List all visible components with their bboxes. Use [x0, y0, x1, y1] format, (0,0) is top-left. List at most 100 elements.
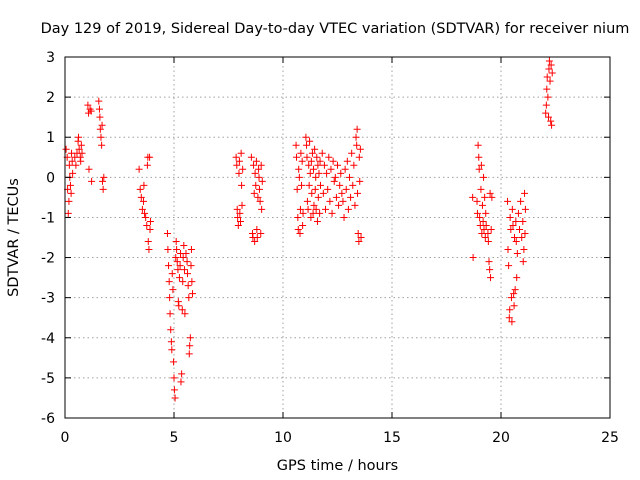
- chart-title: Day 129 of 2019, Sidereal Day-to-day VTE…: [41, 21, 630, 37]
- y-tick-label: 1: [46, 130, 55, 146]
- data-point: [469, 254, 477, 262]
- data-point: [548, 121, 556, 129]
- data-point: [146, 153, 154, 161]
- data-point: [239, 165, 247, 173]
- data-point: [304, 205, 312, 213]
- data-point: [68, 157, 76, 165]
- data-point: [322, 205, 330, 213]
- data-point: [484, 229, 492, 237]
- data-point: [252, 181, 260, 189]
- data-point: [330, 177, 338, 185]
- data-point: [348, 149, 356, 157]
- data-point: [355, 238, 363, 246]
- data-point: [546, 77, 554, 85]
- data-point: [187, 262, 195, 270]
- data-point: [316, 181, 324, 189]
- data-points: [62, 57, 556, 402]
- data-point: [233, 205, 241, 213]
- data-point: [144, 238, 152, 246]
- data-point: [257, 229, 265, 237]
- data-point: [146, 217, 154, 225]
- data-point: [95, 97, 103, 105]
- data-point: [250, 161, 258, 169]
- data-point: [473, 197, 481, 205]
- data-point: [484, 238, 492, 246]
- data-point: [516, 225, 524, 233]
- data-point: [316, 157, 324, 165]
- data-point: [186, 334, 194, 342]
- data-point: [78, 149, 86, 157]
- x-tick-labels: 0 5 10 15 20 25: [61, 430, 619, 446]
- data-point: [544, 93, 552, 101]
- data-point: [311, 185, 319, 193]
- data-point: [521, 189, 529, 197]
- data-point: [307, 213, 315, 221]
- data-point: [236, 209, 244, 217]
- data-point: [143, 161, 151, 169]
- data-point: [298, 157, 306, 165]
- data-point: [143, 221, 151, 229]
- data-point: [345, 173, 353, 181]
- data-point: [135, 165, 143, 173]
- data-point: [314, 161, 322, 169]
- data-point: [312, 205, 320, 213]
- data-point: [510, 290, 518, 298]
- data-point: [545, 65, 553, 73]
- data-point: [305, 161, 313, 169]
- y-tick-label: 3: [46, 50, 55, 66]
- data-point: [166, 294, 174, 302]
- data-point: [316, 209, 324, 217]
- data-point: [342, 185, 350, 193]
- y-tick-label: -4: [41, 331, 55, 347]
- data-point: [335, 201, 343, 209]
- y-tick-label: -3: [41, 291, 55, 307]
- data-point: [181, 310, 189, 318]
- data-point: [233, 161, 241, 169]
- data-point: [313, 217, 321, 225]
- data-point: [72, 161, 80, 169]
- data-point: [175, 274, 183, 282]
- data-point: [486, 266, 494, 274]
- data-point: [520, 246, 528, 254]
- data-point: [547, 61, 555, 69]
- data-point: [166, 310, 174, 318]
- data-point: [96, 125, 104, 133]
- data-point: [314, 193, 322, 201]
- data-point: [252, 157, 260, 165]
- data-point: [512, 217, 520, 225]
- data-point: [514, 209, 522, 217]
- data-point: [487, 274, 495, 282]
- data-point: [75, 145, 83, 153]
- data-point: [543, 73, 551, 81]
- data-point: [306, 137, 314, 145]
- data-point: [474, 141, 482, 149]
- data-point: [326, 197, 334, 205]
- data-point: [179, 254, 187, 262]
- data-point: [236, 217, 244, 225]
- data-point: [337, 169, 345, 177]
- data-point: [170, 386, 178, 394]
- data-point: [167, 326, 175, 334]
- data-point: [180, 266, 188, 274]
- data-point: [479, 217, 487, 225]
- data-point: [507, 225, 515, 233]
- data-point: [323, 169, 331, 177]
- data-point: [77, 141, 85, 149]
- data-point: [506, 306, 514, 314]
- data-point: [165, 278, 173, 286]
- data-point: [481, 234, 489, 241]
- data-point: [303, 153, 311, 161]
- data-point: [508, 318, 516, 326]
- data-point: [341, 165, 349, 173]
- data-point: [138, 205, 146, 213]
- data-point: [139, 197, 147, 205]
- data-point: [295, 173, 303, 181]
- data-point: [521, 205, 529, 213]
- data-point: [185, 350, 193, 358]
- data-point: [318, 149, 326, 157]
- data-point: [85, 165, 93, 173]
- data-point: [542, 109, 550, 117]
- data-point: [481, 193, 489, 201]
- data-point: [545, 113, 553, 121]
- data-point: [334, 161, 341, 169]
